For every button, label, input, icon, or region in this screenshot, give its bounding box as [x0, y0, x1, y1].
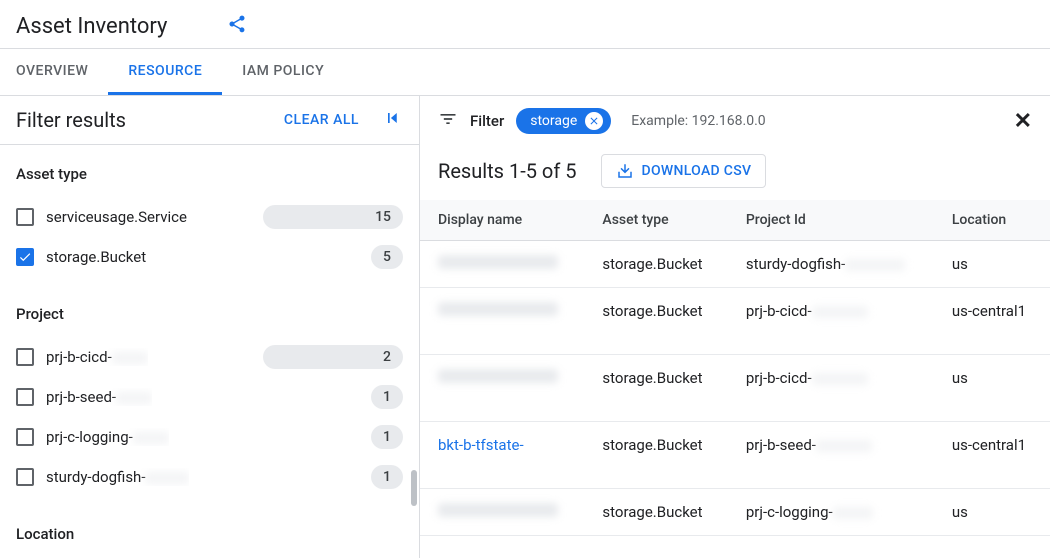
filter-hint: Example: 192.168.0.0	[631, 113, 765, 129]
checkbox[interactable]	[16, 428, 34, 446]
count-badge: 2	[263, 345, 403, 369]
filter-item[interactable]: prj-b-seed- 1	[16, 377, 403, 417]
clear-all-button[interactable]: CLEAR ALL	[284, 112, 359, 128]
checkbox[interactable]	[16, 208, 34, 226]
cell-asset-type: storage.Bucket	[584, 489, 727, 536]
filter-label: serviceusage.Service	[46, 208, 187, 226]
table-row[interactable]: storage.Bucket sturdy-dogfish- us	[420, 241, 1050, 288]
filter-bar: Filter storage Example: 192.168.0.0 ✕	[420, 96, 1050, 146]
results-table: Display name Asset type Project Id Locat…	[420, 200, 1050, 536]
cell-project-id: prj-c-logging-	[728, 489, 934, 536]
table-row[interactable]: storage.Bucket prj-c-logging- us	[420, 489, 1050, 536]
share-icon[interactable]	[227, 14, 247, 38]
filter-label: storage.Bucket	[46, 248, 146, 266]
redacted-name	[438, 302, 558, 316]
download-csv-button[interactable]: DOWNLOAD CSV	[601, 154, 767, 188]
chip-remove-icon[interactable]	[585, 112, 603, 130]
cell-location: us	[934, 355, 1050, 422]
cell-location: us	[934, 241, 1050, 288]
checkbox[interactable]	[16, 348, 34, 366]
tab-iam-policy[interactable]: IAM POLICY	[222, 49, 344, 95]
main-panel: Filter storage Example: 192.168.0.0 ✕ Re…	[420, 96, 1050, 558]
filter-item[interactable]: sturdy-dogfish- 1	[16, 457, 403, 497]
col-asset-type[interactable]: Asset type	[584, 200, 727, 241]
filter-chip[interactable]: storage	[516, 108, 611, 134]
filter-item[interactable]: prj-b-cicd- 2	[16, 337, 403, 377]
filter-section-heading: Asset type	[16, 165, 403, 183]
col-project-id[interactable]: Project Id	[728, 200, 934, 241]
cell-asset-type: storage.Bucket	[584, 355, 727, 422]
count-badge: 1	[371, 385, 403, 409]
cell-location: us-central1	[934, 422, 1050, 489]
filter-label: prj-b-cicd-	[46, 348, 148, 366]
cell-project-id: prj-b-seed-	[728, 422, 934, 489]
col-location[interactable]: Location	[934, 200, 1050, 241]
cell-asset-type: storage.Bucket	[584, 288, 727, 355]
download-icon	[616, 162, 634, 180]
col-display-name[interactable]: Display name	[420, 200, 584, 241]
count-badge: 15	[263, 205, 403, 229]
page-title: Asset Inventory	[16, 14, 167, 39]
cell-project-id: sturdy-dogfish-	[728, 241, 934, 288]
redacted-name	[438, 369, 558, 383]
count-badge: 1	[371, 465, 403, 489]
filter-label: Filter	[470, 112, 504, 130]
close-icon[interactable]: ✕	[1014, 109, 1032, 134]
checkbox[interactable]	[16, 248, 34, 266]
filter-item[interactable]: serviceusage.Service 15	[16, 197, 403, 237]
scrollbar-thumb[interactable]	[411, 470, 417, 506]
table-row[interactable]: storage.Bucket prj-b-cicd- us	[420, 355, 1050, 422]
filter-item[interactable]: prj-c-logging- 1	[16, 417, 403, 457]
count-badge: 1	[371, 425, 403, 449]
filter-section-location: Location	[0, 505, 419, 558]
filter-section-heading: Location	[16, 525, 403, 543]
filter-chip-text: storage	[530, 113, 577, 129]
tabs: OVERVIEW RESOURCE IAM POLICY	[0, 48, 1050, 96]
collapse-sidebar-icon[interactable]	[383, 108, 403, 132]
filter-label: prj-b-seed-	[46, 388, 152, 406]
cell-project-id: prj-b-cicd-	[728, 288, 934, 355]
cell-location: us-central1	[934, 288, 1050, 355]
count-badge: 5	[371, 245, 403, 269]
filter-icon	[438, 109, 458, 133]
table-row[interactable]: storage.Bucket prj-b-cicd- us-central1	[420, 288, 1050, 355]
filter-section-heading: Project	[16, 305, 403, 323]
results-count: Results 1-5 of 5	[438, 159, 577, 183]
download-csv-label: DOWNLOAD CSV	[642, 163, 752, 179]
filter-section-project: Project prj-b-cicd- 2 prj-b-seed- 1 prj-…	[0, 285, 419, 505]
filter-heading: Filter results	[16, 108, 126, 132]
table-row[interactable]: bkt-b-tfstate- storage.Bucket prj-b-seed…	[420, 422, 1050, 489]
filter-sidebar: Filter results CLEAR ALL Asset type serv…	[0, 96, 420, 558]
display-name-link[interactable]: bkt-b-tfstate-	[438, 436, 524, 454]
redacted-name	[438, 255, 558, 269]
cell-project-id: prj-b-cicd-	[728, 355, 934, 422]
filter-label: sturdy-dogfish-	[46, 468, 189, 486]
tab-overview[interactable]: OVERVIEW	[16, 49, 108, 95]
cell-asset-type: storage.Bucket	[584, 241, 727, 288]
tab-resource[interactable]: RESOURCE	[108, 49, 222, 95]
checkbox[interactable]	[16, 468, 34, 486]
filter-item[interactable]: storage.Bucket 5	[16, 237, 403, 277]
redacted-name	[438, 503, 558, 517]
filter-section-asset-type: Asset type serviceusage.Service 15 stora…	[0, 145, 419, 285]
checkbox[interactable]	[16, 388, 34, 406]
cell-asset-type: storage.Bucket	[584, 422, 727, 489]
filter-label: prj-c-logging-	[46, 428, 169, 446]
cell-location: us	[934, 489, 1050, 536]
